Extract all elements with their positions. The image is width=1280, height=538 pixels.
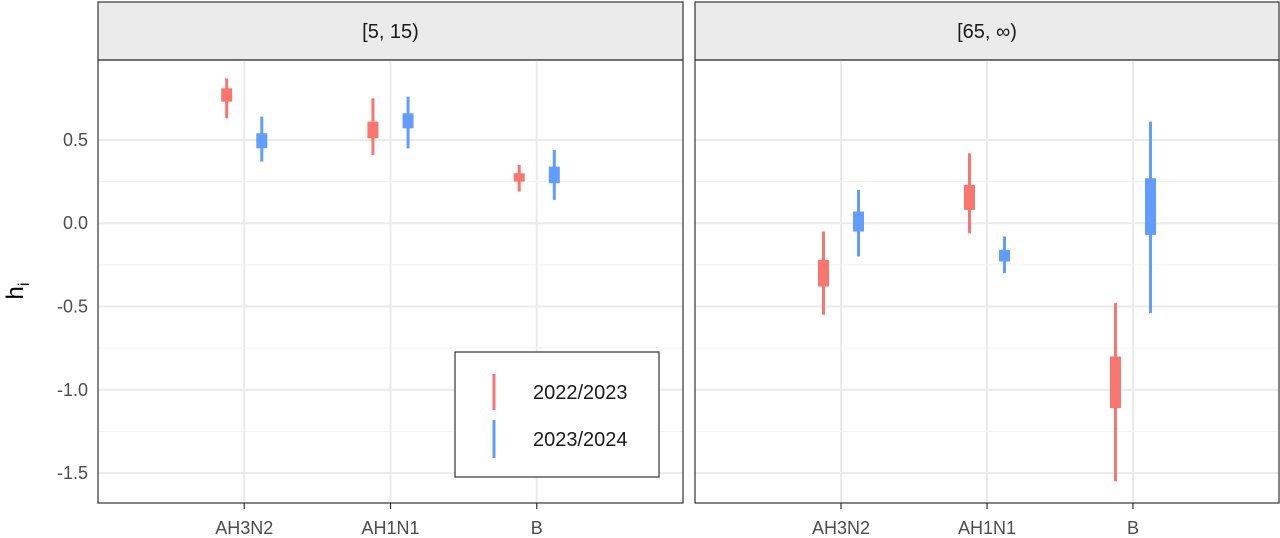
legend-label-2023-2024: 2023/2024 [533,429,628,451]
panel-grid [695,60,1279,503]
errorbar-ah1n1-2023-2024 [999,236,1011,274]
x-tick-label: AH1N1 [361,518,419,538]
errorbar-b-2022-2023 [1109,303,1121,482]
errorbar-box [221,88,233,102]
y-axis-title-subscript: i [16,283,33,287]
panel-marks [817,121,1157,482]
panel-strip [694,1,1280,61]
y-tick-label: -1.5 [57,463,88,483]
panel-x-ticks: AH3N2 AH1N1 B [812,503,1139,538]
errorbar-box [256,133,268,149]
legend-label-2022-2023: 2022/2023 [533,382,628,404]
panel-marks [221,78,560,200]
panel-title: [5, 15) [362,21,419,43]
errorbar-ah3n2-2023-2024 [853,189,865,257]
panel-title: [65, ∞) [957,21,1017,43]
y-axis-ticks: 0.5 0.0 -0.5 -1.0 -1.5 [57,130,88,483]
errorbar-ah1n1-2023-2024 [402,96,414,149]
y-tick-label: 0.5 [63,130,88,150]
panel-strip [97,1,684,61]
errorbar-b-2022-2023 [513,164,525,192]
errorbar-box [1145,178,1157,235]
errorbar-ah3n2-2023-2024 [256,116,268,162]
errorbar-box [817,259,829,287]
legend-box [454,351,660,478]
y-tick-label: 0.0 [63,213,88,233]
legend: 2022/2023 2023/2024 [454,351,660,478]
errorbar-box [548,166,560,184]
x-tick-label: B [1127,518,1139,538]
x-tick-label: B [531,518,543,538]
errorbar-box [963,184,975,210]
errorbar-b-2023-2024 [1145,121,1157,314]
y-axis-title: hi [2,283,33,300]
x-tick-label: AH3N2 [812,518,870,538]
errorbar-box [367,121,379,139]
errorbar-ah1n1-2022-2023 [963,153,975,234]
x-tick-label: AH3N2 [215,518,273,538]
errorbar-ah1n1-2022-2023 [367,98,379,155]
errorbar-ah3n2-2022-2023 [817,231,829,315]
errorbar-ah3n2-2022-2023 [221,78,233,119]
errorbar-b-2023-2024 [548,149,560,200]
errorbar-box [402,113,414,129]
y-tick-label: -1.0 [57,380,88,400]
errorbar-box [853,211,865,232]
panel-65-inf: [65, ∞) AH3N2 AH1N1 B [694,1,1280,538]
errorbar-box [513,173,525,182]
x-tick-label: AH1N1 [958,518,1016,538]
panel-x-ticks: AH3N2 AH1N1 B [215,503,543,538]
errorbar-box [1109,356,1121,409]
y-tick-label: -0.5 [57,296,88,316]
errorbar-box [999,249,1011,262]
